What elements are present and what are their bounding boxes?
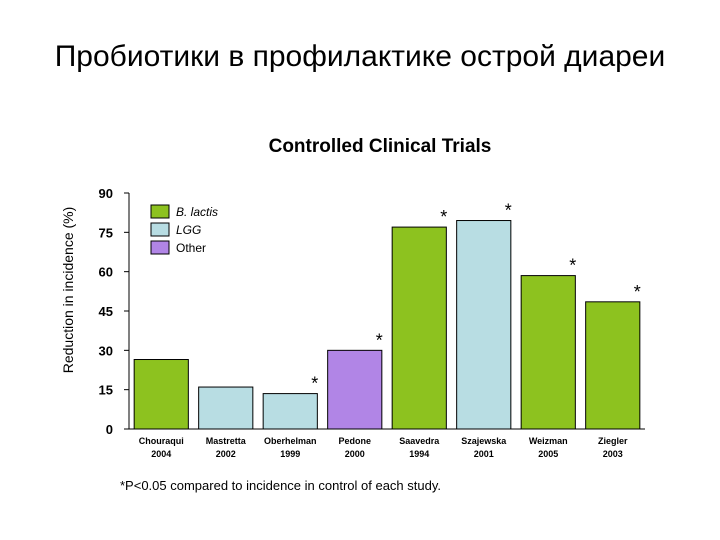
y-tick-label: 15 bbox=[99, 383, 113, 398]
legend-swatch bbox=[150, 222, 170, 237]
significance-asterisk: * bbox=[569, 256, 576, 276]
x-tick-label-year: 1994 bbox=[409, 449, 429, 459]
x-tick-label-author: Weizman bbox=[529, 436, 568, 446]
bar bbox=[262, 393, 318, 430]
x-tick-label-author: Szajewska bbox=[461, 436, 507, 446]
y-tick-label: 75 bbox=[99, 225, 113, 240]
legend: B. lactis LGG Other bbox=[150, 204, 218, 255]
significance-asterisk: * bbox=[634, 282, 641, 302]
slide-title: Пробиотики в профилактике острой диареи bbox=[54, 40, 666, 73]
chart-title: Controlled Clinical Trials bbox=[269, 136, 492, 157]
x-tick-label-author: Pedone bbox=[338, 436, 371, 446]
y-tick-label: 0 bbox=[106, 422, 113, 437]
significance-asterisk: * bbox=[505, 201, 512, 221]
x-tick-label-year: 2000 bbox=[345, 449, 365, 459]
x-tick-label-author: Saavedra bbox=[399, 436, 440, 446]
y-tick-label: 90 bbox=[99, 186, 113, 201]
x-tick-label-year: 2005 bbox=[538, 449, 558, 459]
y-tick-label: 30 bbox=[99, 343, 113, 358]
bar bbox=[133, 359, 189, 430]
bar bbox=[391, 226, 447, 430]
bar bbox=[327, 349, 383, 430]
bar bbox=[456, 220, 512, 430]
significance-asterisk: * bbox=[440, 207, 447, 227]
x-tick-label-author: Ziegler bbox=[598, 436, 628, 446]
bars: * * * * * * bbox=[133, 201, 641, 430]
x-tick-label-author: Mastretta bbox=[206, 436, 247, 446]
x-tick-label-year: 1999 bbox=[280, 449, 300, 459]
x-tick-label-author: Oberhelman bbox=[264, 436, 317, 446]
bar bbox=[520, 275, 576, 430]
legend-swatch bbox=[150, 204, 170, 219]
x-tick-label-author: Chouraqui bbox=[139, 436, 184, 446]
x-tick-label-year: 2002 bbox=[216, 449, 236, 459]
x-tick-label-year: 2001 bbox=[474, 449, 494, 459]
legend-swatch bbox=[150, 240, 170, 255]
y-tick-labels: 0 15 30 45 60 75 90 bbox=[99, 186, 113, 437]
legend-label: LGG bbox=[176, 223, 201, 237]
significance-asterisk: * bbox=[311, 374, 318, 394]
footnote: *P<0.05 compared to incidence in control… bbox=[120, 478, 441, 493]
y-axis-label: Reduction in incidence (%) bbox=[60, 207, 76, 374]
bar bbox=[585, 301, 641, 430]
y-tick-label: 60 bbox=[99, 265, 113, 280]
y-tick-label: 45 bbox=[99, 304, 113, 319]
x-tick-label-year: 2003 bbox=[603, 449, 623, 459]
bar bbox=[198, 386, 254, 430]
x-tick-labels: Chouraqui 2004 Mastretta 2002 Oberhelman 1999… bbox=[139, 436, 628, 459]
legend-label: B. lactis bbox=[176, 205, 218, 219]
x-tick-label-year: 2004 bbox=[151, 449, 171, 459]
significance-asterisk: * bbox=[376, 330, 383, 350]
legend-label: Other bbox=[176, 241, 206, 255]
